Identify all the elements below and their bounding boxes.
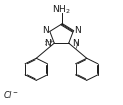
Text: N: N <box>42 26 48 35</box>
Text: NH$_2$: NH$_2$ <box>52 3 71 16</box>
Text: +: + <box>48 39 54 44</box>
Text: ∷: ∷ <box>44 41 48 46</box>
Text: Cl$^-$: Cl$^-$ <box>3 89 19 100</box>
Text: N: N <box>75 26 81 35</box>
Text: /: / <box>76 40 79 49</box>
Text: N: N <box>45 39 51 48</box>
Text: N: N <box>72 39 78 48</box>
